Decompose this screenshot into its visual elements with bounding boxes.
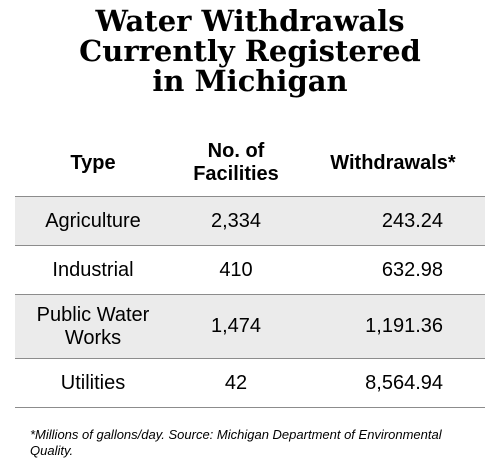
table-row: Agriculture 2,334 243.24 — [15, 196, 485, 246]
withdrawals-table: Type No. of Facilities Withdrawals* Agri… — [15, 130, 485, 408]
cell-withdrawals: 8,564.94 — [301, 358, 485, 408]
table-title: Water Withdrawals Currently Registered i… — [0, 6, 500, 96]
cell-facilities: 410 — [171, 245, 301, 295]
header-row: Type No. of Facilities Withdrawals* — [15, 130, 485, 197]
title-line: Currently Registered — [79, 34, 421, 68]
title-line: Water Withdrawals — [95, 4, 405, 38]
cell-withdrawals: 243.24 — [301, 196, 485, 246]
title-line: in Michigan — [152, 64, 348, 98]
column-header-type: Type — [15, 130, 171, 197]
footnote: *Millions of gallons/day. Source: Michig… — [30, 427, 442, 458]
cell-withdrawals: 1,191.36 — [301, 294, 485, 359]
cell-withdrawals: 632.98 — [301, 245, 485, 295]
cell-type: Industrial — [15, 245, 171, 295]
cell-type: Agriculture — [15, 196, 171, 246]
table-row: Public Water Works 1,474 1,191.36 — [15, 294, 485, 359]
cell-facilities: 2,334 — [171, 196, 301, 246]
cell-facilities: 42 — [171, 358, 301, 408]
column-header-facilities: No. of Facilities — [171, 130, 301, 197]
column-header-withdrawals: Withdrawals* — [301, 130, 485, 197]
cell-facilities: 1,474 — [171, 294, 301, 359]
cell-type: Utilities — [15, 358, 171, 408]
table-row: Industrial 410 632.98 — [15, 245, 485, 295]
table-row: Utilities 42 8,564.94 — [15, 358, 485, 408]
cell-type: Public Water Works — [15, 294, 171, 359]
